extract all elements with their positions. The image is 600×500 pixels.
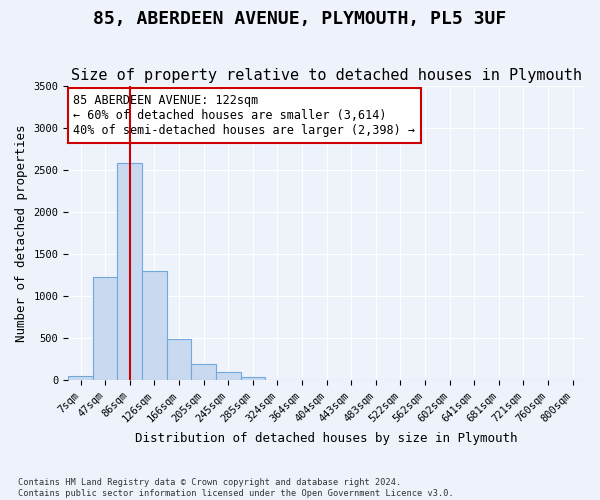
Y-axis label: Number of detached properties: Number of detached properties	[15, 124, 28, 342]
Bar	[118, 163, 142, 380]
Bar	[68, 376, 93, 380]
Bar	[191, 364, 216, 380]
Title: Size of property relative to detached houses in Plymouth: Size of property relative to detached ho…	[71, 68, 582, 83]
Bar	[216, 372, 241, 380]
X-axis label: Distribution of detached houses by size in Plymouth: Distribution of detached houses by size …	[136, 432, 518, 445]
Bar	[167, 339, 191, 380]
Bar	[142, 271, 167, 380]
Text: 85, ABERDEEN AVENUE, PLYMOUTH, PL5 3UF: 85, ABERDEEN AVENUE, PLYMOUTH, PL5 3UF	[94, 10, 506, 28]
Text: 85 ABERDEEN AVENUE: 122sqm
← 60% of detached houses are smaller (3,614)
40% of s: 85 ABERDEEN AVENUE: 122sqm ← 60% of deta…	[73, 94, 415, 138]
Bar	[241, 376, 265, 380]
Text: Contains HM Land Registry data © Crown copyright and database right 2024.
Contai: Contains HM Land Registry data © Crown c…	[18, 478, 454, 498]
Bar	[93, 277, 118, 380]
